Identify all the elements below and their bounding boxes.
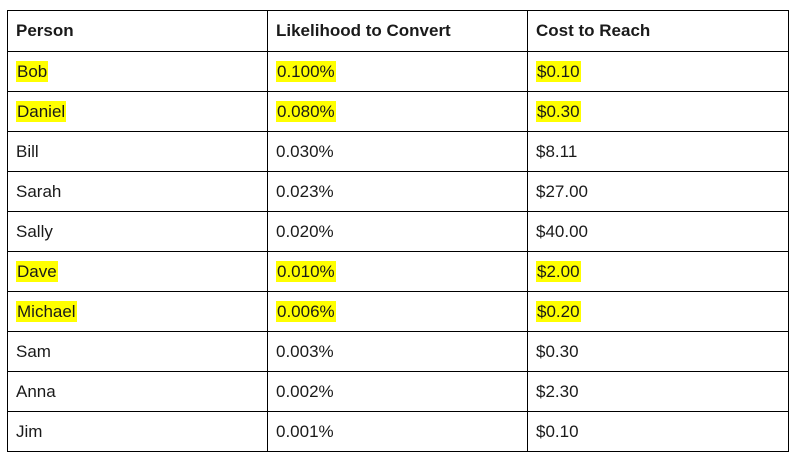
likelihood-cell: 0.002% xyxy=(267,371,528,412)
table-body: Bob 0.100% $0.10 Daniel 0.080% $0.30 Bill 0.030… xyxy=(7,51,789,452)
cost-cell-text: $0.30 xyxy=(536,341,579,361)
cost-cell-text: $2.00 xyxy=(536,260,581,282)
person-cell: Sam xyxy=(7,331,268,372)
person-cell-text: Bob xyxy=(16,60,49,82)
cost-cell: $8.11 xyxy=(527,131,789,172)
likelihood-cell-text: 0.003% xyxy=(276,341,334,361)
person-cell: Dave xyxy=(7,251,268,292)
likelihood-cell-text: 0.006% xyxy=(276,300,336,322)
person-cell: Jim xyxy=(7,411,268,452)
cost-cell-text: $0.10 xyxy=(536,421,579,441)
header-likelihood: Likelihood to Convert xyxy=(267,10,528,52)
table-row: Bob 0.100% $0.10 xyxy=(7,51,789,92)
table-row: Sam 0.003% $0.30 xyxy=(7,331,789,372)
cost-cell-text: $40.00 xyxy=(536,221,588,241)
person-cell: Sally xyxy=(7,211,268,252)
likelihood-cell: 0.080% xyxy=(267,91,528,132)
person-cell-text: Dave xyxy=(16,260,58,282)
likelihood-cell: 0.020% xyxy=(267,211,528,252)
person-cell-text: Sarah xyxy=(16,181,62,201)
likelihood-cell: 0.006% xyxy=(267,291,528,332)
table-row: Dave 0.010% $2.00 xyxy=(7,251,789,292)
cost-cell: $0.30 xyxy=(527,331,789,372)
conversion-table: Person Likelihood to Convert Cost to Rea… xyxy=(7,10,789,452)
likelihood-cell: 0.003% xyxy=(267,331,528,372)
header-person: Person xyxy=(7,10,268,52)
person-cell: Anna xyxy=(7,371,268,412)
table-row: Anna 0.002% $2.30 xyxy=(7,371,789,412)
table-row: Daniel 0.080% $0.30 xyxy=(7,91,789,132)
header-cost: Cost to Reach xyxy=(527,10,789,52)
person-cell: Bob xyxy=(7,51,268,92)
table-row: Sarah 0.023% $27.00 xyxy=(7,171,789,212)
person-cell: Sarah xyxy=(7,171,268,212)
likelihood-cell: 0.030% xyxy=(267,131,528,172)
person-cell-text: Daniel xyxy=(16,100,67,122)
likelihood-cell-text: 0.010% xyxy=(276,260,336,282)
table-row: Michael 0.006% $0.20 xyxy=(7,291,789,332)
person-cell: Michael xyxy=(7,291,268,332)
likelihood-cell-text: 0.080% xyxy=(276,100,336,122)
table-row: Bill 0.030% $8.11 xyxy=(7,131,789,172)
cost-cell: $40.00 xyxy=(527,211,789,252)
person-cell-text: Sam xyxy=(16,341,51,361)
person-cell-text: Bill xyxy=(16,141,39,161)
cost-cell: $0.10 xyxy=(527,51,789,92)
cost-cell-text: $0.30 xyxy=(536,100,581,122)
likelihood-cell-text: 0.002% xyxy=(276,381,334,401)
cost-cell: $27.00 xyxy=(527,171,789,212)
cost-cell: $0.10 xyxy=(527,411,789,452)
cost-cell-text: $27.00 xyxy=(536,181,588,201)
cost-cell-text: $2.30 xyxy=(536,381,579,401)
likelihood-cell-text: 0.023% xyxy=(276,181,334,201)
likelihood-cell-text: 0.001% xyxy=(276,421,334,441)
cost-cell-text: $0.20 xyxy=(536,300,581,322)
cost-cell-text: $0.10 xyxy=(536,60,581,82)
cost-cell: $2.30 xyxy=(527,371,789,412)
cost-cell: $0.30 xyxy=(527,91,789,132)
likelihood-cell-text: 0.100% xyxy=(276,60,336,82)
person-cell: Daniel xyxy=(7,91,268,132)
person-cell: Bill xyxy=(7,131,268,172)
conversion-table-container: Person Likelihood to Convert Cost to Rea… xyxy=(7,10,789,452)
cost-cell-text: $8.11 xyxy=(536,141,578,161)
likelihood-cell: 0.001% xyxy=(267,411,528,452)
person-cell-text: Sally xyxy=(16,221,53,241)
table-row: Jim 0.001% $0.10 xyxy=(7,411,789,452)
person-cell-text: Jim xyxy=(16,421,43,441)
cost-cell: $2.00 xyxy=(527,251,789,292)
person-cell-text: Anna xyxy=(16,381,56,401)
cost-cell: $0.20 xyxy=(527,291,789,332)
person-cell-text: Michael xyxy=(16,300,77,322)
table-header-row: Person Likelihood to Convert Cost to Rea… xyxy=(7,10,789,52)
likelihood-cell-text: 0.030% xyxy=(276,141,334,161)
likelihood-cell: 0.100% xyxy=(267,51,528,92)
likelihood-cell: 0.023% xyxy=(267,171,528,212)
likelihood-cell-text: 0.020% xyxy=(276,221,334,241)
likelihood-cell: 0.010% xyxy=(267,251,528,292)
table-row: Sally 0.020% $40.00 xyxy=(7,211,789,252)
